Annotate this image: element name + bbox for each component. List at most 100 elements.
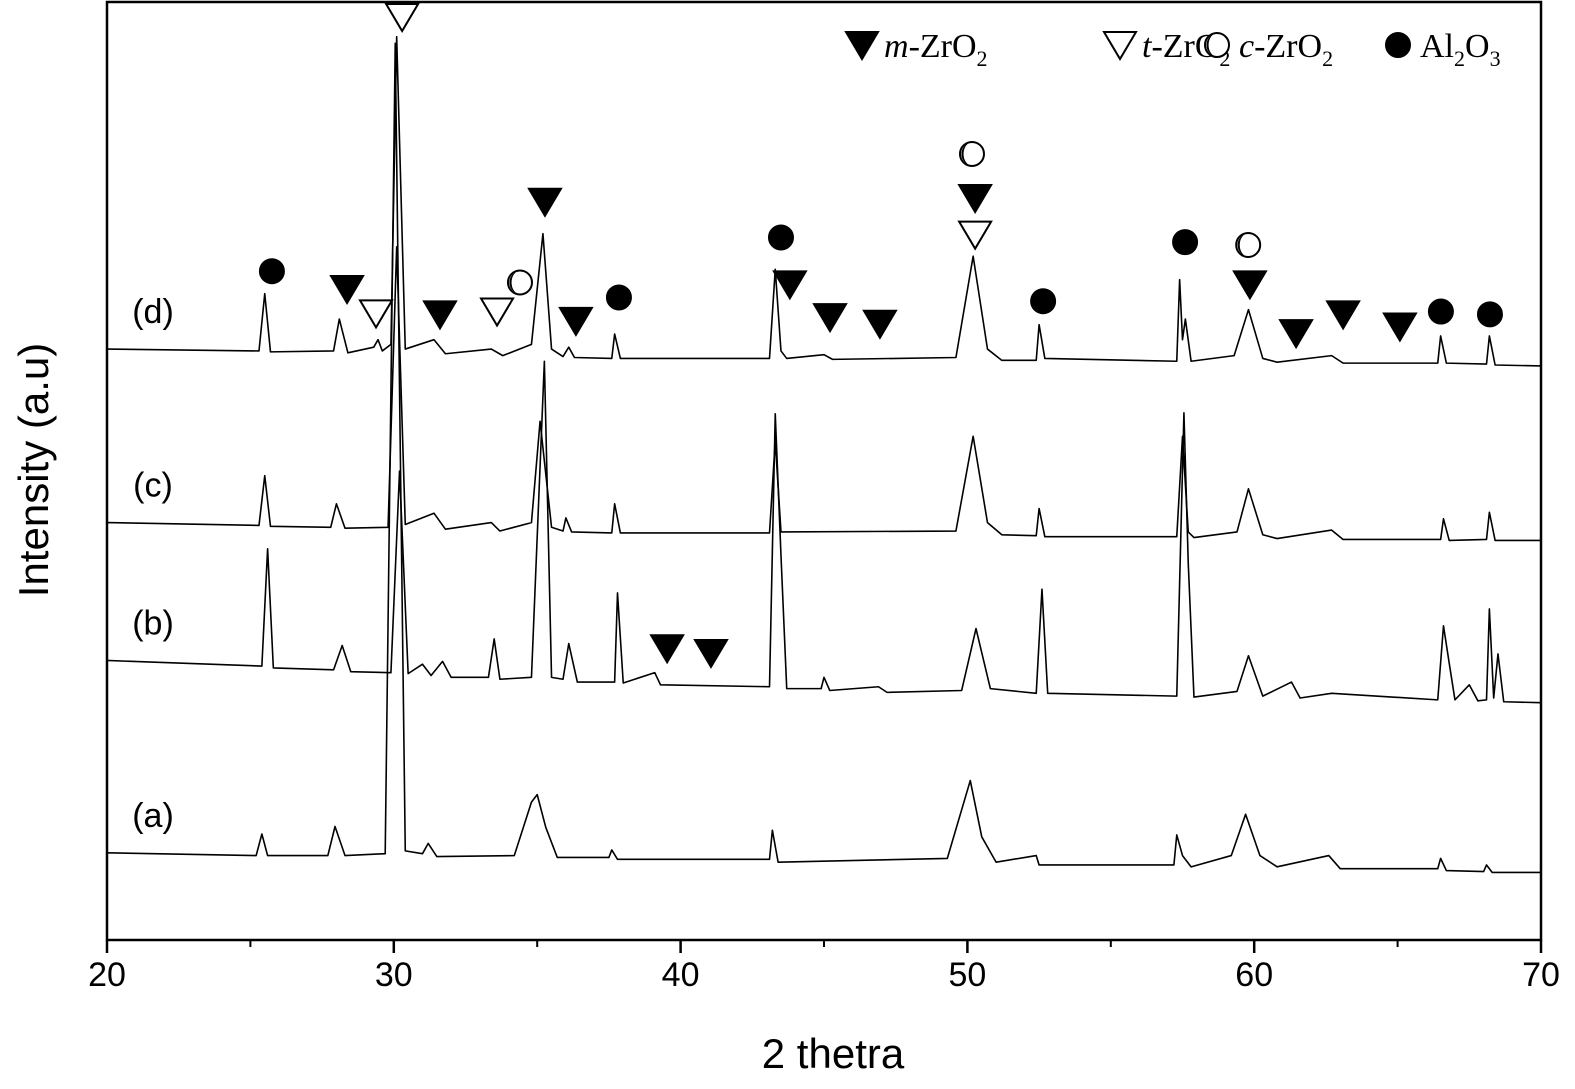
plot-frame — [105, 0, 1543, 942]
phase-marker — [1235, 231, 1262, 258]
legend-symbol — [1204, 32, 1230, 58]
phase-marker — [1172, 229, 1199, 256]
phase-marker — [479, 297, 515, 328]
marker-shape — [329, 275, 365, 305]
marker-shape — [1427, 298, 1454, 325]
phase-marker — [527, 187, 563, 218]
marker-shape — [506, 269, 533, 296]
legend-symbol — [1102, 31, 1138, 61]
legend-label-part: 3 — [1490, 46, 1501, 71]
legend-symbol — [844, 31, 880, 61]
legend-label-part: m — [884, 28, 909, 65]
phase-marker — [772, 270, 808, 301]
phase-marker — [422, 300, 458, 331]
marker-shape — [1102, 31, 1138, 61]
marker-shape — [772, 270, 808, 301]
marker-shape — [527, 187, 563, 218]
marker-shape — [1278, 319, 1314, 350]
marker-shape — [384, 3, 420, 33]
phase-marker — [1476, 301, 1503, 328]
legend-label-part: -ZrO — [909, 28, 977, 65]
marker-shape — [1232, 270, 1268, 301]
legend-label-part: 2 — [977, 46, 988, 71]
phase-marker — [384, 3, 420, 33]
legend-label: m-ZrO2 — [884, 28, 988, 71]
x-tick-label: 70 — [1522, 956, 1560, 994]
legend-label-part: 2 — [1322, 46, 1333, 71]
y-axis-label: Intensity (a.u) — [10, 343, 57, 597]
legend-label-part: c — [1239, 28, 1254, 65]
phase-marker — [1278, 319, 1314, 350]
phase-marker — [1382, 312, 1418, 343]
legend-label: Al2O3 — [1420, 28, 1501, 71]
series-line — [106, 35, 1542, 367]
marker-shape — [958, 140, 985, 167]
x-tick-label: 50 — [948, 956, 986, 994]
marker-shape — [509, 270, 518, 294]
phase-marker — [1325, 300, 1361, 331]
series-line — [106, 360, 1542, 704]
phase-marker — [767, 224, 794, 251]
x-tick-label: 20 — [88, 956, 126, 994]
phase-marker — [329, 275, 365, 305]
x-tick-label: 30 — [375, 956, 413, 994]
marker-shape — [1476, 301, 1503, 328]
phase-marker — [693, 638, 729, 669]
series-label: (c) — [133, 467, 173, 505]
marker-shape — [961, 142, 970, 166]
phase-marker — [358, 299, 394, 330]
marker-shape — [358, 299, 394, 330]
marker-shape — [649, 634, 685, 665]
marker-shape — [1030, 288, 1057, 315]
marker-shape — [1237, 233, 1247, 257]
phase-marker — [862, 309, 898, 340]
marker-shape — [1235, 231, 1262, 258]
marker-shape — [957, 184, 993, 215]
marker-shape — [479, 297, 515, 328]
x-tick-label: 40 — [662, 956, 700, 994]
series-label: (d) — [132, 293, 174, 331]
x-axis-label: 2 thetra — [762, 1030, 905, 1077]
phase-marker — [649, 634, 685, 665]
phase-marker — [812, 303, 848, 334]
series-label: (a) — [132, 797, 174, 835]
marker-shape — [862, 309, 898, 340]
marker-shape — [258, 258, 285, 285]
marker-shape — [844, 31, 880, 61]
legend-label-part: 2 — [1219, 46, 1230, 71]
phase-marker — [1427, 298, 1454, 325]
phase-marker — [1232, 270, 1268, 301]
phase-marker — [558, 306, 594, 337]
marker-shape — [767, 224, 794, 251]
marker-shape — [1204, 32, 1230, 58]
legend-symbol — [1385, 32, 1411, 58]
marker-shape — [812, 303, 848, 334]
marker-shape — [1382, 312, 1418, 343]
phase-marker — [957, 184, 993, 215]
legend-label-part: t — [1142, 28, 1153, 65]
legend-label-part: Al — [1420, 28, 1454, 65]
x-tick-label: 60 — [1235, 956, 1273, 994]
phase-marker — [957, 220, 993, 251]
marker-shape — [1325, 300, 1361, 331]
legend-label-part: -ZrO — [1254, 28, 1322, 65]
legend-label-part: O — [1465, 28, 1490, 65]
marker-shape — [1206, 33, 1215, 57]
marker-shape — [1385, 32, 1411, 58]
legend-label: c-ZrO2 — [1239, 28, 1333, 71]
legend-label-part: 2 — [1454, 46, 1465, 71]
series-line — [106, 246, 1541, 542]
phase-marker — [958, 140, 985, 167]
marker-shape — [957, 220, 993, 251]
phase-marker — [605, 284, 632, 311]
marker-shape — [693, 638, 729, 669]
marker-shape — [558, 306, 594, 337]
phase-marker — [1030, 288, 1057, 315]
marker-shape — [1172, 229, 1199, 256]
series-label: (b) — [132, 604, 174, 642]
marker-shape — [605, 284, 632, 311]
series-line — [106, 42, 1541, 874]
phase-marker — [258, 258, 285, 285]
phase-marker — [506, 269, 533, 296]
